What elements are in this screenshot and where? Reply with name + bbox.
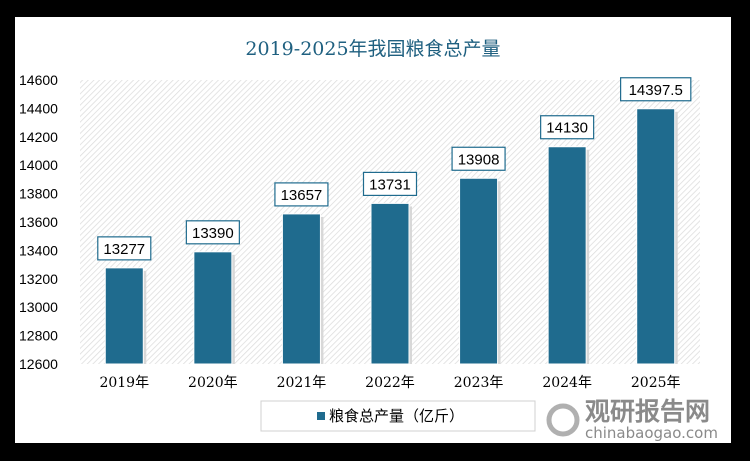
data-label: 13390 [192,225,234,242]
data-label-box [362,171,418,196]
watermark-name: 观研报告网 [585,397,710,426]
data-label: 14130 [546,120,588,137]
watermark-url: chinabaogao.com [585,424,718,442]
data-label-box [97,236,152,261]
y-tick-label: 13000 [19,299,58,315]
y-tick-label: 13200 [19,271,58,287]
y-tick-label: 13600 [19,214,58,230]
data-label: 13657 [281,187,323,204]
bar [281,213,321,365]
x-tick-label: 2020年 [188,375,238,391]
legend-swatch [317,412,325,420]
y-tick-label: 14000 [19,157,58,173]
y-tick-label: 12800 [19,328,58,344]
data-label-box [620,77,692,102]
x-tick-label: 2021年 [277,375,327,391]
y-tick-label: 14400 [19,100,58,116]
y-tick-label: 14200 [19,129,58,145]
x-tick-label: 2019年 [99,375,149,391]
y-tick-label: 14600 [19,72,58,88]
y-tick-label: 12600 [19,356,58,372]
legend: 粮食总产量（亿斤） [260,400,536,432]
chart-title: 2019-2025年我国粮食总产量 [245,38,500,60]
x-tick-label: 2022年 [365,375,415,391]
x-tick-label: 2024年 [542,375,592,391]
bar [370,202,410,365]
y-tick-label: 13800 [19,186,58,202]
chart-panel: 2019-2025年我国粮食总产量 12600 12800 13000 13200 13… [15,17,731,443]
bar [459,177,499,365]
data-label: 13731 [369,176,411,193]
data-label-box [274,182,329,207]
data-label: 14397.5 [629,82,683,99]
x-tick-label: 2025年 [631,375,681,391]
data-label-box [451,146,506,171]
bar [636,108,676,365]
watermark-logo: 观研报告网 chinabaogao.com [546,397,718,442]
legend-box [260,400,536,432]
bar [193,251,233,365]
bar [547,146,587,365]
legend-label: 粮食总产量（亿斤） [329,407,464,425]
data-label: 13277 [103,241,145,258]
data-label: 13908 [458,151,500,168]
data-label-box [185,220,240,245]
x-tick-label: 2023年 [454,375,504,391]
bar [104,267,144,365]
data-label-box [540,115,595,140]
bar-chart: 2019-2025年我国粮食总产量 12600 12800 13000 13200 13… [19,38,718,442]
y-tick-label: 13400 [19,242,58,258]
